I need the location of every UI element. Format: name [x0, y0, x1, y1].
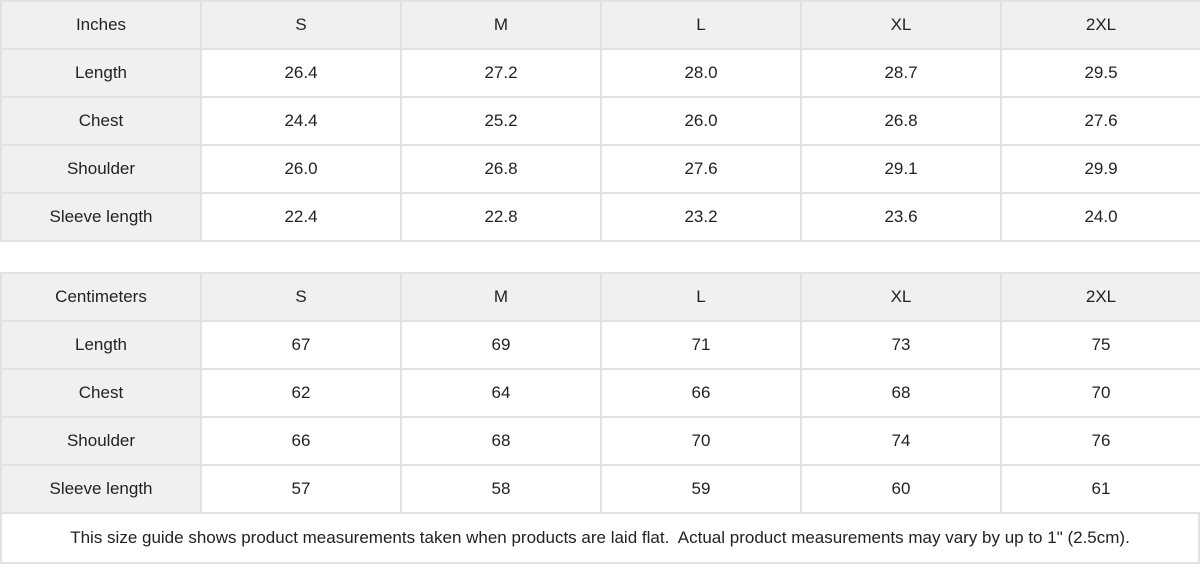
size-column-header: XL [800, 0, 1002, 50]
measurement-cell: 22.8 [400, 192, 602, 242]
measurement-cell: 27.6 [600, 144, 802, 194]
measurement-cell: 25.2 [400, 96, 602, 146]
measurement-cell: 27.2 [400, 48, 602, 98]
size-column-header: M [400, 0, 602, 50]
measurement-cell: 22.4 [200, 192, 402, 242]
size-column-header: 2XL [1000, 0, 1200, 50]
size-guide-note: This size guide shows product measuremen… [0, 514, 1200, 564]
table-row: Length 67 69 71 73 75 [0, 320, 1200, 370]
measurement-cell: 29.9 [1000, 144, 1200, 194]
measurement-cell: 62 [200, 368, 402, 418]
table-row: Length 26.4 27.2 28.0 28.7 29.5 [0, 48, 1200, 98]
row-label: Chest [0, 96, 202, 146]
measurement-cell: 74 [800, 416, 1002, 466]
measurement-cell: 68 [400, 416, 602, 466]
measurement-cell: 66 [200, 416, 402, 466]
measurement-cell: 57 [200, 464, 402, 514]
measurement-cell: 23.6 [800, 192, 1002, 242]
row-label: Sleeve length [0, 192, 202, 242]
measurement-cell: 29.5 [1000, 48, 1200, 98]
measurement-cell: 24.4 [200, 96, 402, 146]
table-header-row: Inches S M L XL 2XL [0, 0, 1200, 50]
size-column-header: 2XL [1000, 272, 1200, 322]
measurement-cell: 69 [400, 320, 602, 370]
measurement-cell: 24.0 [1000, 192, 1200, 242]
table-row: Shoulder 66 68 70 74 76 [0, 416, 1200, 466]
measurement-cell: 73 [800, 320, 1002, 370]
measurement-cell: 26.4 [200, 48, 402, 98]
table-row: Shoulder 26.0 26.8 27.6 29.1 29.9 [0, 144, 1200, 194]
table-row: Sleeve length 57 58 59 60 61 [0, 464, 1200, 514]
measurement-cell: 75 [1000, 320, 1200, 370]
table-row: Chest 24.4 25.2 26.0 26.8 27.6 [0, 96, 1200, 146]
measurement-cell: 66 [600, 368, 802, 418]
measurement-cell: 76 [1000, 416, 1200, 466]
size-column-header: S [200, 272, 402, 322]
size-column-header: XL [800, 272, 1002, 322]
measurement-cell: 64 [400, 368, 602, 418]
row-label: Length [0, 48, 202, 98]
measurement-cell: 28.7 [800, 48, 1002, 98]
measurement-cell: 26.8 [800, 96, 1002, 146]
measurement-cell: 29.1 [800, 144, 1002, 194]
measurement-cell: 61 [1000, 464, 1200, 514]
measurement-cell: 23.2 [600, 192, 802, 242]
table-row: Chest 62 64 66 68 70 [0, 368, 1200, 418]
table-gap [0, 242, 1200, 272]
centimeters-table: Centimeters S M L XL 2XL Length 67 69 71… [0, 272, 1200, 514]
measurement-cell: 70 [1000, 368, 1200, 418]
row-label: Length [0, 320, 202, 370]
measurement-cell: 27.6 [1000, 96, 1200, 146]
measurement-cell: 60 [800, 464, 1002, 514]
unit-header: Centimeters [0, 272, 202, 322]
measurement-cell: 68 [800, 368, 1002, 418]
measurement-cell: 26.0 [600, 96, 802, 146]
table-header-row: Centimeters S M L XL 2XL [0, 272, 1200, 322]
unit-header: Inches [0, 0, 202, 50]
row-label: Shoulder [0, 416, 202, 466]
measurement-cell: 26.0 [200, 144, 402, 194]
inches-table: Inches S M L XL 2XL Length 26.4 27.2 28.… [0, 0, 1200, 242]
measurement-cell: 26.8 [400, 144, 602, 194]
measurement-cell: 58 [400, 464, 602, 514]
size-column-header: L [600, 272, 802, 322]
size-column-header: S [200, 0, 402, 50]
table-row: Sleeve length 22.4 22.8 23.2 23.6 24.0 [0, 192, 1200, 242]
size-column-header: M [400, 272, 602, 322]
row-label: Shoulder [0, 144, 202, 194]
row-label: Sleeve length [0, 464, 202, 514]
measurement-cell: 70 [600, 416, 802, 466]
measurement-cell: 67 [200, 320, 402, 370]
measurement-cell: 59 [600, 464, 802, 514]
measurement-cell: 71 [600, 320, 802, 370]
measurement-cell: 28.0 [600, 48, 802, 98]
row-label: Chest [0, 368, 202, 418]
size-column-header: L [600, 0, 802, 50]
